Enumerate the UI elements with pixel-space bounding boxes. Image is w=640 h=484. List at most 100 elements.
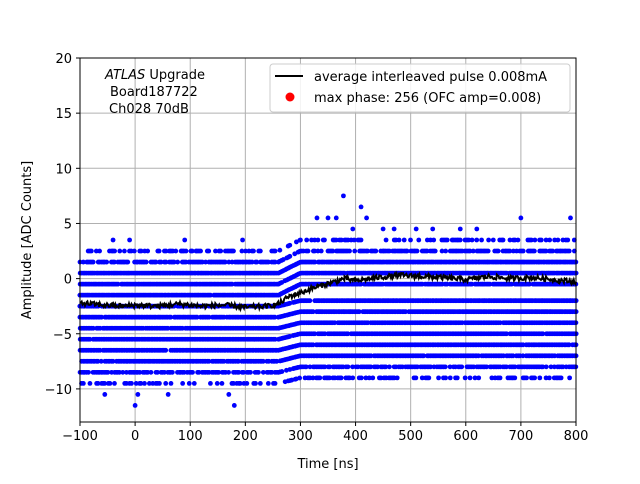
annotation-experiment-suffix: Upgrade <box>145 68 205 83</box>
scatter-point <box>189 248 195 254</box>
scatter-point <box>90 325 96 331</box>
scatter-point <box>358 281 364 287</box>
scatter-point <box>249 259 255 265</box>
scatter-point <box>546 375 552 381</box>
scatter-point <box>454 375 460 381</box>
scatter-point <box>383 237 389 243</box>
scatter-outlier <box>127 237 132 243</box>
scatter-point <box>203 259 209 265</box>
scatter-point <box>272 314 278 320</box>
average-pulse-line <box>79 270 577 313</box>
scatter-point <box>495 248 501 254</box>
scatter-point <box>366 375 372 381</box>
scatter-point <box>504 364 509 370</box>
scatter-point <box>214 380 220 386</box>
scatter-point <box>104 259 110 265</box>
scatter-point <box>248 369 253 375</box>
scatter-point <box>117 248 123 254</box>
scatter-point <box>512 375 518 381</box>
scatter-point <box>356 309 362 315</box>
scatter-point <box>163 347 169 353</box>
scatter-point <box>413 375 419 381</box>
y-tick-label-0: −10 <box>45 383 72 398</box>
annotation-experiment: ATLAS <box>104 68 145 83</box>
scatter-outlier <box>568 215 573 221</box>
x-tick-label-7: 600 <box>453 429 478 444</box>
scatter-point <box>540 331 546 337</box>
scatter-point <box>315 237 321 243</box>
scatter-point <box>156 248 162 254</box>
scatter-point <box>87 380 93 386</box>
scatter-points <box>77 193 579 408</box>
scatter-point <box>484 364 490 370</box>
scatter-point <box>479 237 484 243</box>
scatter-point <box>137 369 143 375</box>
annotation-line-1: ATLAS Upgrade <box>104 68 205 83</box>
scatter-point <box>543 364 549 370</box>
scatter-point <box>307 298 313 304</box>
scatter-point <box>550 248 556 254</box>
scatter-point <box>509 281 515 287</box>
y-axis-label: Amplitude [ADC Counts] <box>20 161 35 319</box>
scatter-point <box>347 248 352 254</box>
plot-frame <box>79 57 577 423</box>
scatter-point <box>277 247 283 253</box>
scatter-point <box>148 369 154 375</box>
scatter-point <box>272 380 278 386</box>
scatter-point <box>120 369 126 375</box>
scatter-point <box>162 369 167 375</box>
x-tick-label-0: −100 <box>62 429 98 444</box>
scatter-point <box>543 237 549 243</box>
scatter-point <box>287 300 293 306</box>
scatter-point <box>317 375 323 381</box>
scatter-point <box>474 237 480 243</box>
scatter-point <box>146 380 152 386</box>
scatter-outlier <box>391 226 397 232</box>
scatter-point <box>532 237 538 243</box>
scatter-point <box>287 253 293 259</box>
x-axis-ticks: −100 0 100 200 300 400 500 600 700 800 <box>62 422 588 444</box>
scatter-point <box>86 369 91 375</box>
scatter-point <box>80 380 86 386</box>
scatter-point <box>419 375 425 381</box>
scatter-point <box>266 259 271 265</box>
scatter-point <box>351 237 357 243</box>
scatter-point <box>472 375 478 381</box>
scatter-point <box>241 369 247 375</box>
y-tick-label-3: 5 <box>64 217 72 232</box>
scatter-point <box>208 292 213 298</box>
y-tick-label-2: 0 <box>64 273 72 288</box>
scatter-point <box>153 259 159 265</box>
scatter-point <box>218 248 224 254</box>
scatter-point <box>112 248 118 254</box>
scatter-outlier <box>314 215 320 221</box>
scatter-point <box>129 380 134 386</box>
scatter-point <box>133 380 139 386</box>
scatter-point <box>279 369 285 374</box>
scatter-point <box>107 380 113 386</box>
scatter-point <box>485 248 491 254</box>
annotation-line-3: Ch028 70dB <box>109 102 189 117</box>
scatter-point <box>507 237 513 243</box>
scatter-point <box>310 375 316 381</box>
scatter-point <box>469 281 475 287</box>
scatter-point <box>244 380 250 386</box>
scatter-point <box>443 248 449 254</box>
scatter-point <box>180 380 186 386</box>
x-tick-label-2: 100 <box>178 429 203 444</box>
scatter-point <box>566 248 572 254</box>
scatter-point <box>401 237 407 243</box>
scatter-point <box>105 369 111 375</box>
scatter-point <box>206 314 212 320</box>
scatter-point <box>158 259 164 265</box>
scatter-point <box>80 259 86 265</box>
x-tick-label-3: 200 <box>233 429 258 444</box>
scatter-point <box>538 237 544 243</box>
scatter-point <box>358 237 364 243</box>
scatter-point <box>191 380 197 386</box>
scatter-point <box>99 314 105 320</box>
scatter-point <box>370 375 376 381</box>
scatter-point <box>206 358 212 364</box>
scatter-point <box>327 364 333 370</box>
